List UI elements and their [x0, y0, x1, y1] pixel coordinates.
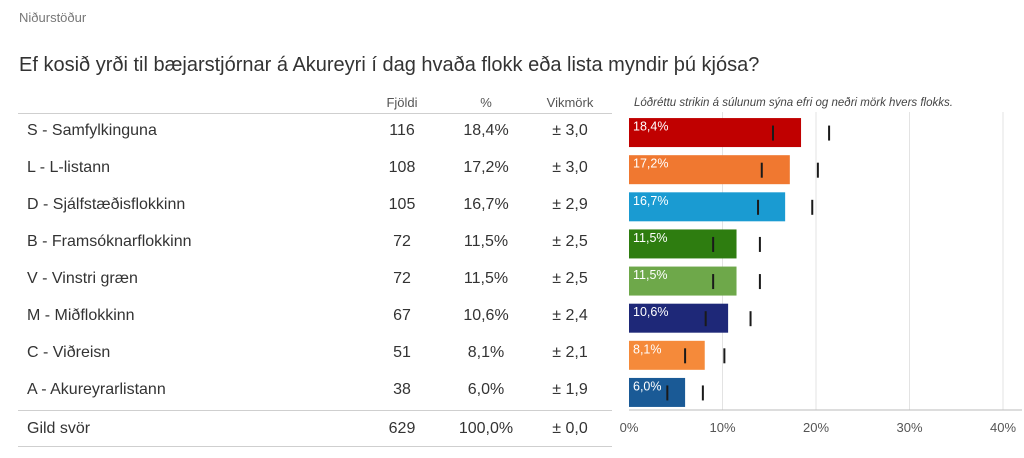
- party-label: S - Samfylkinguna: [27, 122, 157, 139]
- bar: [629, 377, 686, 407]
- header-margin: Vikmörk: [546, 95, 594, 110]
- question-title: Ef kosið yrði til bæjarstjórnar á Akurey…: [19, 54, 760, 76]
- bar-value-label: 6,0%: [633, 379, 662, 393]
- bar: [629, 229, 737, 259]
- table-row: S - Samfylkinguna 116 18,4% ± 3,0: [0, 113, 612, 150]
- table-row: A - Akureyrarlistann 38 6,0% ± 1,9: [0, 372, 612, 409]
- bar-value-label: 8,1%: [633, 342, 662, 356]
- count-value: 72: [393, 270, 411, 287]
- bar: [629, 266, 737, 296]
- margin-value: ± 2,1: [552, 344, 588, 361]
- bar-value-label: 11,5%: [633, 231, 668, 245]
- party-label: V - Vinstri græn: [27, 270, 138, 287]
- table-bottom-divider: [18, 446, 612, 447]
- percent-value: 6,0%: [467, 381, 505, 398]
- count-value: 67: [393, 307, 411, 324]
- total-count: 629: [388, 420, 416, 437]
- margin-value: ± 2,9: [552, 196, 588, 213]
- margin-value: ± 1,9: [552, 381, 588, 398]
- percent-value: 18,4%: [463, 122, 509, 139]
- bar: [629, 155, 790, 185]
- party-label: C - Viðreisn: [27, 344, 111, 361]
- party-label: A - Akureyrarlistann: [27, 381, 166, 398]
- bar-value-label: 17,2%: [633, 157, 668, 171]
- party-label: L - L-listann: [27, 159, 110, 176]
- bar-value-label: 10,6%: [633, 305, 668, 319]
- party-label: M - Miðflokkinn: [27, 307, 135, 324]
- chart-note: Lóðréttu strikin á súlunum sýna efri og …: [634, 97, 953, 109]
- table-total-divider: [18, 410, 612, 411]
- x-tick-label: 10%: [709, 420, 735, 435]
- table-row: V - Vinstri græn 72 11,5% ± 2,5: [0, 261, 612, 298]
- bar: [629, 340, 705, 370]
- margin-value: ± 3,0: [552, 122, 588, 139]
- percent-value: 11,5%: [463, 270, 509, 287]
- bar: [629, 192, 786, 222]
- section-kicker: Niðurstöður: [19, 10, 87, 25]
- table-row: C - Viðreisn 51 8,1% ± 2,1: [0, 335, 612, 372]
- margin-value: ± 3,0: [552, 159, 588, 176]
- percent-value: 16,7%: [463, 196, 509, 213]
- total-margin: ± 0,0: [552, 420, 588, 437]
- count-value: 72: [393, 233, 411, 250]
- bar-value-label: 18,4%: [633, 120, 668, 134]
- header-percent: %: [480, 95, 492, 110]
- percent-value: 17,2%: [463, 159, 509, 176]
- table-row: L - L-listann 108 17,2% ± 3,0: [0, 150, 612, 187]
- count-value: 108: [388, 159, 416, 176]
- table-row: D - Sjálfstæðisflokkinn 105 16,7% ± 2,9: [0, 187, 612, 224]
- total-percent: 100,0%: [458, 420, 514, 437]
- header-count: Fjöldi: [386, 95, 418, 110]
- party-label: B - Framsóknarflokkinn: [27, 233, 192, 250]
- margin-value: ± 2,5: [552, 233, 588, 250]
- x-tick-label: 20%: [803, 420, 829, 435]
- margin-value: ± 2,4: [552, 307, 588, 324]
- count-value: 51: [393, 344, 411, 361]
- x-tick-label: 30%: [896, 420, 922, 435]
- percent-value: 8,1%: [467, 344, 505, 361]
- percent-value: 11,5%: [463, 233, 509, 250]
- table-header-divider: [18, 113, 612, 114]
- margin-value: ± 2,5: [552, 270, 588, 287]
- table-total-row: Gild svör 629 100,0% ± 0,0: [0, 411, 612, 448]
- count-value: 38: [393, 381, 411, 398]
- total-label: Gild svör: [27, 420, 91, 437]
- bar: [629, 303, 729, 333]
- x-tick-label: 0%: [620, 420, 639, 435]
- percent-value: 10,6%: [463, 307, 509, 324]
- table-row: B - Framsóknarflokkinn 72 11,5% ± 2,5: [0, 224, 612, 261]
- bar-value-label: 16,7%: [633, 194, 668, 208]
- count-value: 116: [389, 122, 415, 139]
- x-tick-label: 40%: [990, 420, 1016, 435]
- bar-value-label: 11,5%: [633, 268, 668, 282]
- party-label: D - Sjálfstæðisflokkinn: [27, 196, 186, 213]
- table-row: M - Miðflokkinn 67 10,6% ± 2,4: [0, 298, 612, 335]
- count-value: 105: [388, 196, 416, 213]
